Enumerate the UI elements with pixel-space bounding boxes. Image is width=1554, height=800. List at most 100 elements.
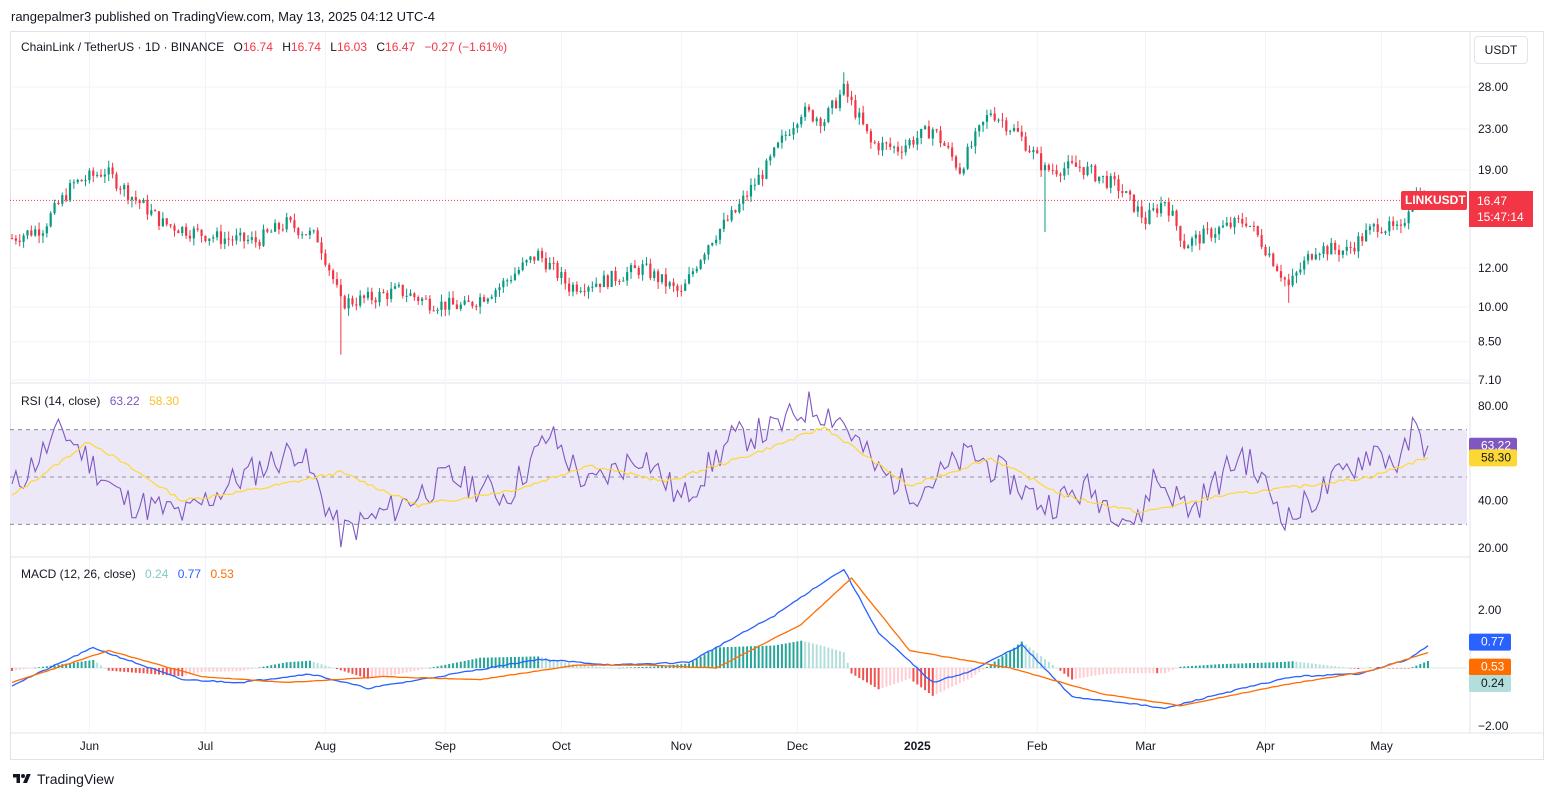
macd-histogram-bar (1051, 664, 1054, 668)
candle-body (927, 126, 931, 139)
candle-body (1388, 221, 1391, 232)
candle-body (1217, 227, 1221, 235)
candle-body (320, 242, 323, 254)
macd-histogram-bar (1179, 666, 1182, 668)
macd-histogram-bar (1152, 668, 1155, 674)
candle-body (134, 197, 137, 201)
candle-body (587, 287, 590, 292)
candle-body (405, 295, 408, 297)
macd-histogram-bar (378, 668, 381, 678)
candle-body (954, 156, 958, 168)
macd-histogram-bar (657, 666, 660, 668)
macd-title[interactable]: MACD (12, 26, close) (21, 567, 136, 581)
macd-histogram-bar (1121, 668, 1124, 674)
candle-body (1210, 228, 1213, 238)
candle-body (107, 167, 110, 175)
candle-body (993, 113, 996, 121)
macd-histogram-bar (630, 667, 633, 668)
macd-histogram-bar (924, 668, 927, 691)
candle-body (989, 113, 992, 116)
candle-body (161, 218, 164, 227)
macd-histogram-bar (997, 658, 1000, 668)
macd-histogram-bar (796, 641, 799, 668)
candle-body (270, 231, 273, 233)
candle-body (629, 265, 633, 273)
macd-histogram-bar (216, 668, 219, 672)
macd-histogram-bar (188, 668, 191, 675)
open-label: O (233, 40, 243, 54)
rsi-title[interactable]: RSI (14, close) (21, 394, 101, 408)
candle-body (250, 237, 253, 240)
candle-body (966, 146, 969, 169)
macd-histogram-bar (777, 644, 780, 668)
macd-histogram-bar (1349, 668, 1352, 669)
candle-body (1036, 150, 1039, 154)
candle-body (900, 151, 903, 153)
candle-body (846, 83, 849, 97)
macd-histogram-bar (823, 646, 826, 668)
macd-histogram-bar (285, 662, 288, 668)
macd-histogram-bar (757, 645, 760, 668)
candlestick-series (10, 72, 1430, 355)
macd-histogram-bar (881, 668, 884, 688)
candle-body (1024, 136, 1027, 151)
candle-body (1074, 162, 1078, 167)
candle-body (931, 129, 934, 139)
footer-brand[interactable]: TradingView (11, 771, 114, 787)
macd-histogram-bar (1040, 656, 1043, 668)
macd-histogram-bar (695, 658, 698, 668)
candle-body (157, 211, 161, 227)
macd-histogram-bar (394, 668, 397, 675)
candle-body (637, 268, 640, 275)
rsi-value: 63.22 (109, 394, 140, 408)
candle-body (598, 283, 602, 288)
macd-histogram-bar (258, 667, 261, 668)
candle-body (420, 298, 424, 301)
macd-histogram-bar (479, 657, 482, 668)
macd-histogram-bar (1326, 665, 1329, 668)
candle-body (834, 100, 838, 109)
currency-button[interactable]: USDT (1474, 36, 1528, 64)
macd-histogram-bar (1268, 662, 1271, 668)
macd-histogram-bar (1295, 661, 1298, 668)
macd-histogram-bar (127, 668, 130, 673)
candle-body (413, 293, 416, 298)
candle-body (564, 272, 567, 284)
rsi-axis-tick: 40.00 (1478, 494, 1508, 508)
time-axis-tick: Jul (198, 739, 213, 753)
candle-body (664, 274, 667, 287)
macd-histogram-bar (610, 667, 613, 669)
symbol-title[interactable]: ChainLink / TetherUS · 1D · BINANCE (21, 40, 225, 54)
candle-body (424, 298, 428, 300)
candle-body (10, 238, 14, 240)
candle-body (707, 245, 710, 255)
macd-histogram-bar (1171, 668, 1174, 670)
macd-histogram-bar (324, 665, 327, 668)
candle-body (297, 228, 300, 236)
candle-body (88, 170, 91, 181)
price-axis-tick: 12.00 (1478, 261, 1508, 275)
candle-body (347, 298, 350, 309)
candle-body (57, 202, 60, 204)
candle-body (575, 284, 578, 292)
macd-histogram-bar (328, 666, 331, 668)
candle-body (1245, 223, 1248, 226)
candle-body (1318, 254, 1321, 256)
candle-body (208, 238, 211, 242)
chart-frame[interactable] (10, 31, 1544, 760)
macd-histogram-bar (1411, 667, 1414, 668)
macd-histogram-bar (1334, 666, 1337, 668)
candle-body (177, 230, 180, 234)
candle-body (374, 300, 377, 303)
candle-body (289, 217, 292, 221)
candle-body (355, 304, 358, 306)
macd-histogram-bar (858, 668, 861, 678)
macd-histogram-bar (749, 646, 752, 668)
macd-histogram-bar (626, 667, 629, 669)
rsi-ma-value: 58.30 (149, 394, 180, 408)
candle-body (254, 237, 257, 243)
candle-body (1070, 161, 1074, 163)
macd-line (11, 568, 1429, 710)
macd-histogram-bar (212, 668, 215, 672)
